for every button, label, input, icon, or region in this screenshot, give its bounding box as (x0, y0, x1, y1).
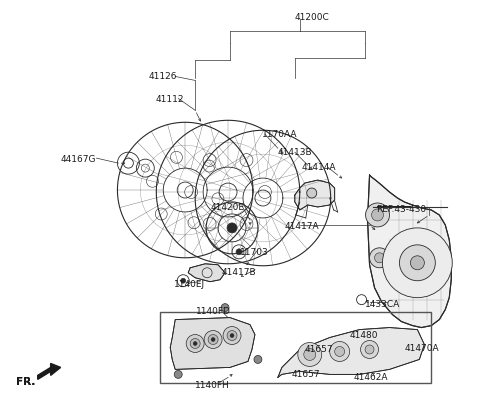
Text: 41414A: 41414A (302, 163, 336, 172)
Polygon shape (368, 175, 451, 328)
Ellipse shape (426, 280, 434, 288)
Polygon shape (170, 318, 255, 369)
Text: 41126: 41126 (148, 73, 177, 81)
Ellipse shape (383, 228, 452, 298)
Ellipse shape (365, 345, 374, 354)
Ellipse shape (374, 253, 384, 263)
Ellipse shape (221, 304, 229, 312)
Ellipse shape (298, 342, 322, 367)
Ellipse shape (254, 355, 262, 363)
Text: 41200C: 41200C (295, 13, 330, 22)
Ellipse shape (186, 334, 204, 352)
Ellipse shape (372, 209, 384, 221)
Text: 41462A: 41462A (354, 373, 388, 383)
Ellipse shape (227, 223, 237, 233)
Text: 1433CA: 1433CA (365, 300, 400, 309)
Text: REF.43-430: REF.43-430 (376, 205, 427, 214)
Ellipse shape (230, 334, 234, 338)
Ellipse shape (193, 342, 197, 346)
Ellipse shape (227, 330, 237, 340)
Text: 1140FD: 1140FD (196, 307, 231, 316)
Text: 41417B: 41417B (222, 268, 257, 277)
Ellipse shape (208, 334, 218, 344)
Text: 1140EJ: 1140EJ (174, 280, 205, 289)
Polygon shape (278, 328, 424, 377)
Ellipse shape (204, 330, 222, 348)
Bar (160, 312, 432, 383)
Ellipse shape (360, 340, 379, 358)
Ellipse shape (405, 242, 412, 250)
Text: 1140FH: 1140FH (195, 381, 230, 390)
Text: FR.: FR. (16, 377, 35, 387)
Ellipse shape (426, 242, 434, 250)
Ellipse shape (335, 346, 345, 356)
Ellipse shape (174, 371, 182, 379)
Ellipse shape (236, 249, 242, 255)
Text: 44167G: 44167G (60, 155, 96, 164)
Ellipse shape (304, 348, 316, 360)
Text: 41657: 41657 (305, 346, 334, 354)
Ellipse shape (399, 245, 435, 281)
Text: 41657: 41657 (292, 371, 321, 379)
Text: 11703: 11703 (240, 248, 269, 257)
Ellipse shape (405, 280, 412, 288)
Text: FR.: FR. (16, 377, 35, 387)
Polygon shape (295, 180, 335, 210)
Ellipse shape (307, 188, 317, 198)
Text: 41420E: 41420E (210, 203, 244, 212)
Text: 41480: 41480 (349, 330, 378, 340)
Ellipse shape (366, 203, 389, 227)
Ellipse shape (211, 338, 215, 342)
Ellipse shape (190, 338, 200, 348)
Ellipse shape (437, 261, 445, 269)
Ellipse shape (410, 256, 424, 270)
Ellipse shape (223, 326, 241, 344)
Ellipse shape (370, 248, 389, 268)
Text: 1170AA: 1170AA (262, 130, 298, 139)
Text: 41470A: 41470A (405, 344, 439, 354)
Polygon shape (188, 264, 225, 282)
Polygon shape (38, 363, 60, 379)
Ellipse shape (394, 261, 401, 269)
Ellipse shape (180, 278, 186, 283)
Ellipse shape (330, 342, 349, 361)
Text: 41112: 41112 (156, 95, 184, 104)
Text: 41413B: 41413B (278, 148, 312, 157)
Text: 41417A: 41417A (285, 222, 320, 231)
